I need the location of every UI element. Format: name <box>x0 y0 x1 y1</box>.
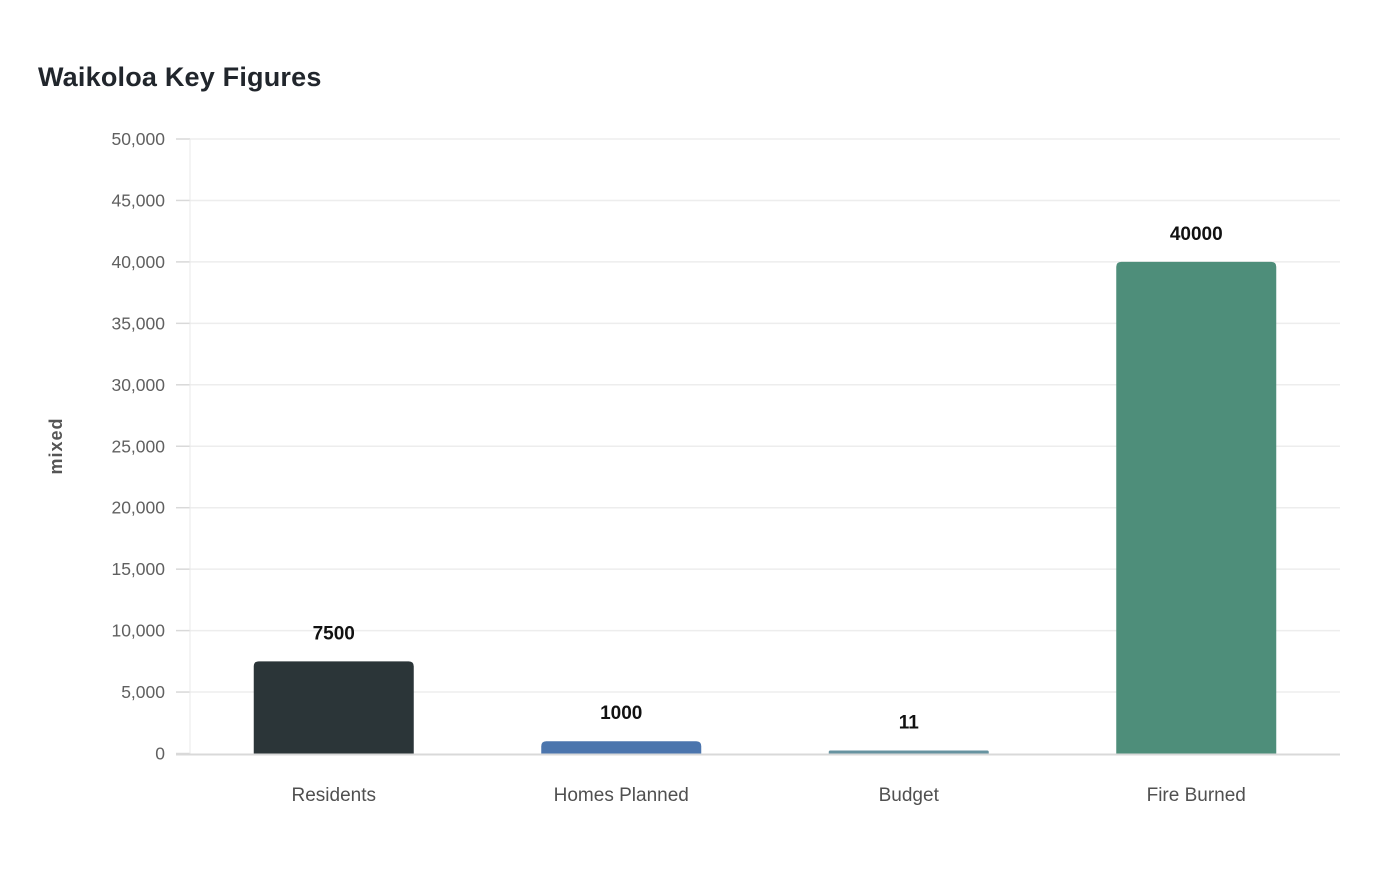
x-category-label: Homes Planned <box>554 785 689 806</box>
y-tick-label: 10,000 <box>111 621 165 641</box>
bar-value-label: 11 <box>899 713 920 734</box>
bar-value-label: 1000 <box>600 703 642 724</box>
y-tick-label: 5,000 <box>121 682 165 702</box>
y-axis-title: mixed <box>46 417 66 474</box>
bar-homes-planned <box>541 741 702 754</box>
y-tick-label: 40,000 <box>111 252 165 272</box>
bar-fire-burned <box>1116 261 1277 754</box>
y-tick-label: 30,000 <box>111 375 165 395</box>
y-tick-label: 35,000 <box>111 313 165 333</box>
y-tick-label: 20,000 <box>111 498 165 518</box>
y-tick-label: 25,000 <box>111 436 165 456</box>
bar-residents <box>253 661 414 754</box>
y-tick-label: 45,000 <box>111 190 165 210</box>
bar-value-label: 7500 <box>313 623 355 644</box>
bar-budget <box>828 750 989 754</box>
y-tick-label: 50,000 <box>111 129 165 149</box>
y-tick-label: 15,000 <box>111 559 165 579</box>
x-category-label: Budget <box>879 785 940 806</box>
bar-value-label: 40000 <box>1170 224 1223 245</box>
chart-title: Waikoloa Key Figures <box>38 62 322 92</box>
y-tick-label: 0 <box>155 744 165 764</box>
x-category-label: Residents <box>292 785 377 806</box>
x-category-label: Fire Burned <box>1147 785 1246 806</box>
